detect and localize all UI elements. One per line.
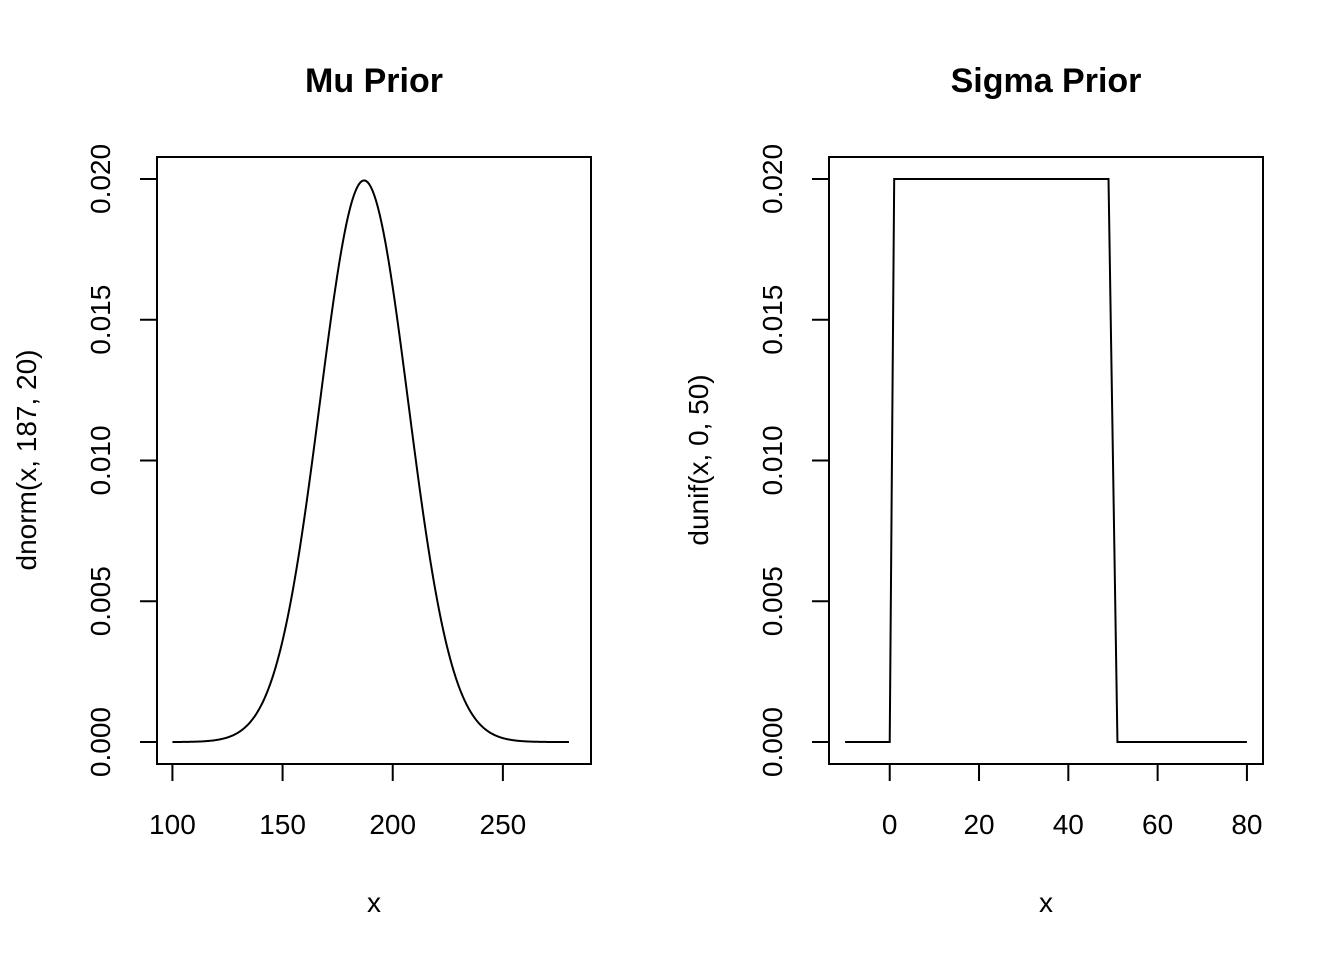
x-tick-label: 100	[149, 809, 196, 840]
x-tick-label: 80	[1231, 809, 1262, 840]
y-tick-label: 0.005	[85, 566, 116, 636]
y-tick-label: 0.015	[757, 285, 788, 355]
plot-frame	[156, 156, 592, 765]
x-tick-label: 200	[369, 809, 416, 840]
y-tick-label: 0.020	[85, 144, 116, 214]
density-curve	[172, 179, 569, 744]
x-tick-label: 0	[882, 809, 898, 840]
y-tick-label: 0.005	[757, 566, 788, 636]
x-axis-label: x	[1039, 887, 1053, 918]
y-tick-label: 0.015	[85, 285, 116, 355]
y-tick-label: 0.010	[85, 425, 116, 495]
x-tick-label: 150	[259, 809, 306, 840]
y-tick-label: 0.010	[757, 425, 788, 495]
y-axis-label: dunif(x, 0, 50)	[683, 374, 714, 545]
x-axis: 0 20 40 60 80	[882, 763, 1263, 840]
y-tick-label: 0.000	[85, 707, 116, 777]
y-tick-label: 0.020	[757, 144, 788, 214]
x-axis-label: x	[367, 887, 381, 918]
sigma-prior-panel: Sigma Prior 0 20 40 60 80 0.0000.0050.0100.0…	[683, 62, 1264, 918]
x-tick-label: 20	[963, 809, 994, 840]
y-axis-label: dnorm(x, 187, 20)	[11, 350, 42, 571]
mu-prior-panel: Mu Prior 100 150 200 250 0.0000.0050.0100.0…	[11, 62, 592, 918]
x-tick-label: 40	[1053, 809, 1084, 840]
x-tick-label: 60	[1142, 809, 1173, 840]
x-tick-label: 250	[480, 809, 527, 840]
chart-title: Sigma Prior	[951, 62, 1142, 100]
y-tick-label: 0.000	[757, 707, 788, 777]
density-curve	[845, 177, 1247, 744]
y-axis: 0.000 0.005 0.010 0.015 0.020	[85, 144, 158, 777]
chart-title: Mu Prior	[305, 62, 443, 100]
x-axis: 100 150 200 250	[149, 763, 527, 840]
y-axis: 0.000 0.005 0.010 0.015 0.020	[757, 144, 830, 777]
